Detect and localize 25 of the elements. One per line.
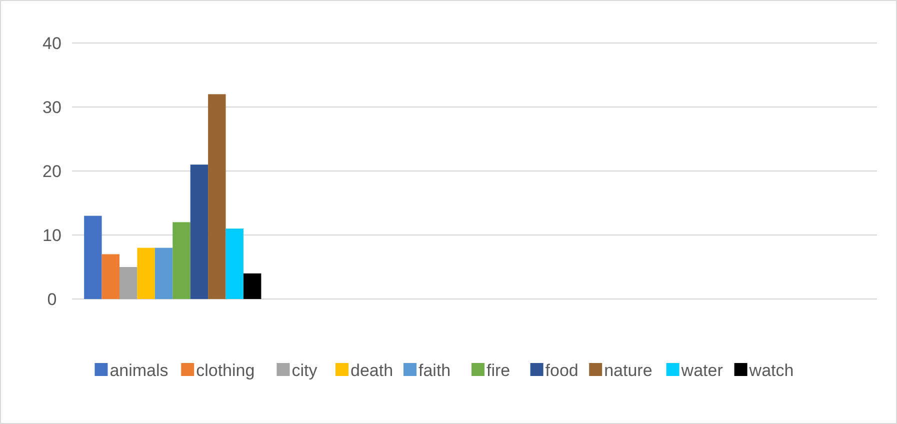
bar — [190, 164, 208, 299]
y-tick-label: 10 — [42, 226, 62, 245]
bar — [226, 228, 244, 299]
legend-label: clothing — [196, 360, 255, 380]
legend-label: water — [680, 360, 724, 380]
bar — [208, 94, 226, 299]
y-tick-label: 30 — [42, 98, 62, 117]
bar — [102, 254, 120, 299]
legend-label: city — [292, 360, 318, 380]
legend-label: faith — [418, 360, 451, 380]
legend-label: death — [350, 360, 394, 380]
bar — [243, 273, 262, 299]
bar — [154, 248, 173, 299]
legend-label: nature — [604, 360, 652, 380]
legend-label: watch — [748, 360, 794, 380]
y-tick-label: 20 — [42, 162, 62, 181]
bar — [119, 267, 138, 299]
bar — [137, 248, 155, 299]
legend-label: animals — [110, 360, 168, 380]
y-tick-label: 0 — [47, 290, 57, 309]
y-tick-label: 40 — [42, 34, 62, 53]
legend-label: fire — [486, 360, 510, 380]
bar — [84, 216, 102, 299]
legend-label: food — [545, 360, 578, 380]
bar — [172, 222, 190, 299]
